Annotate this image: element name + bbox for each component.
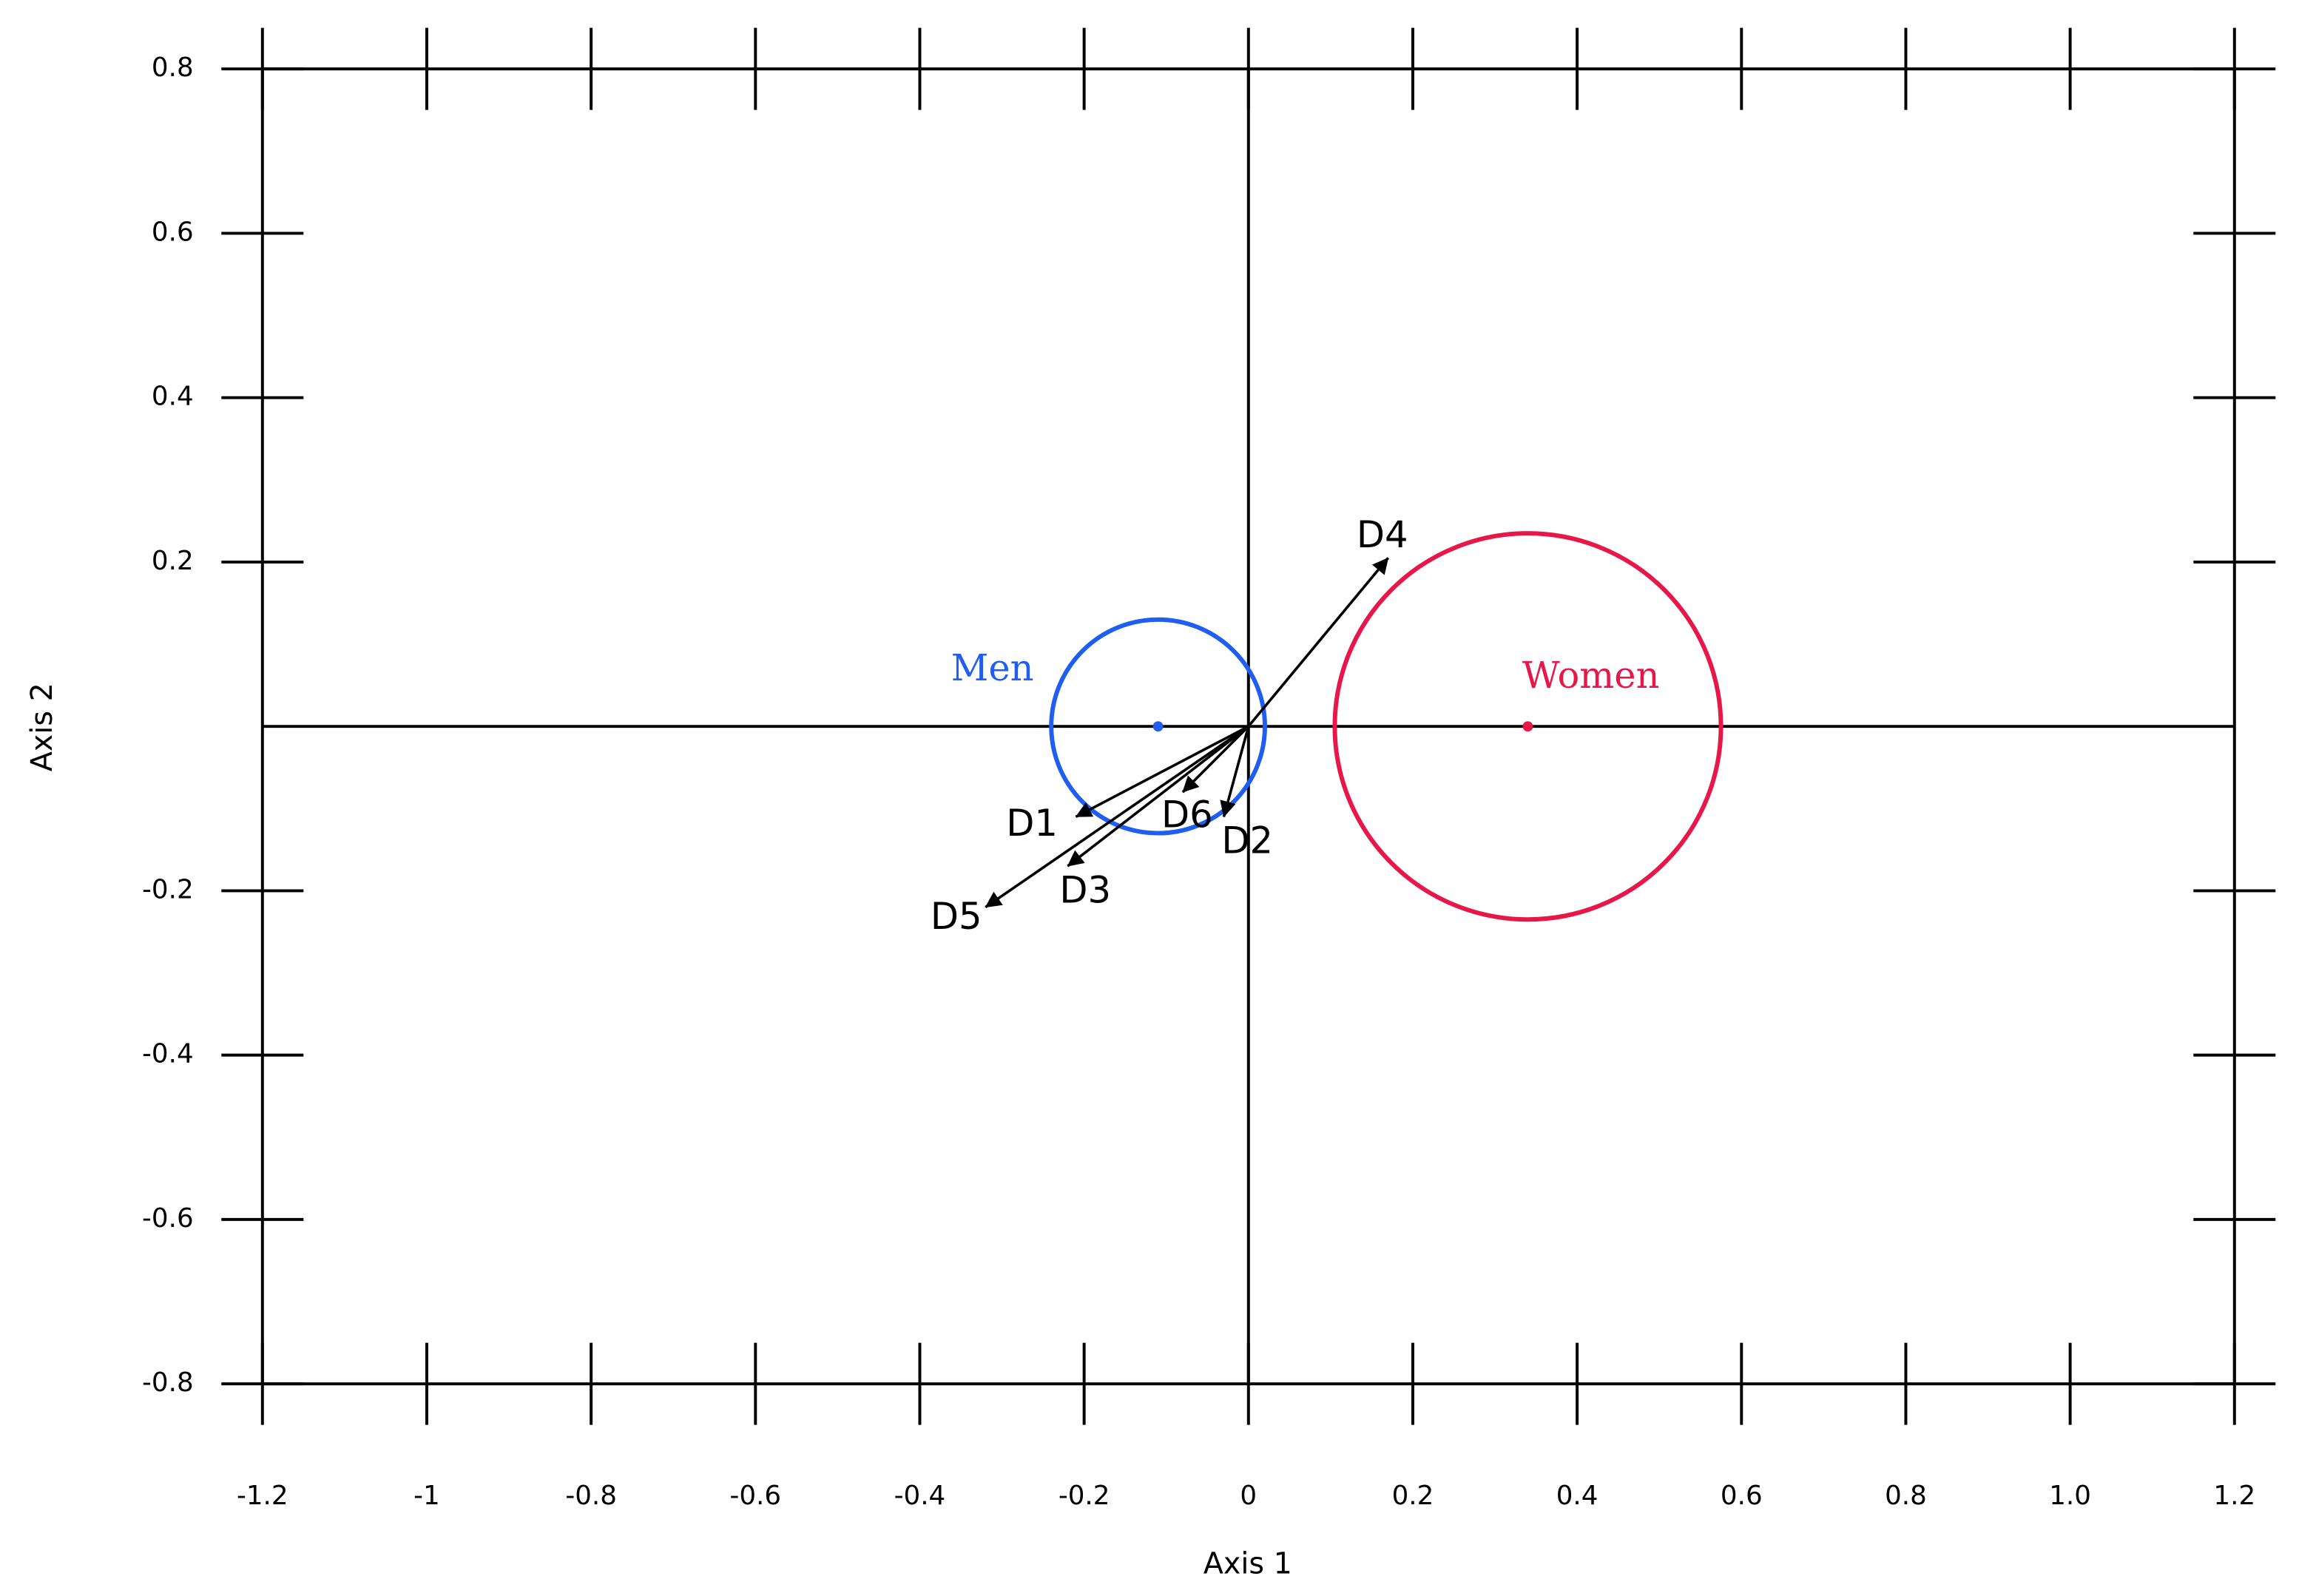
arrow <box>1220 726 1250 818</box>
arrow <box>1247 557 1390 728</box>
y-axis-title: Axis 2 <box>25 683 59 771</box>
x-tick-label: -1.2 <box>237 1481 288 1511</box>
x-tick-label: -0.4 <box>894 1481 946 1511</box>
x-tick-label: 0.8 <box>1885 1481 1927 1511</box>
group-circle <box>1332 531 1724 922</box>
y-tick-label: 0.2 <box>152 546 194 576</box>
arrow-label: D3 <box>1059 868 1111 911</box>
arrow <box>1067 725 1249 868</box>
y-tick-label: 0.6 <box>152 217 194 247</box>
y-tick-label: -0.4 <box>142 1039 194 1069</box>
y-tick-label: -0.6 <box>142 1203 194 1234</box>
arrow <box>1075 725 1249 818</box>
x-tick-label: 1.2 <box>2213 1481 2255 1511</box>
x-axis-title: Axis 1 <box>1203 1546 1292 1580</box>
x-tick-label: -0.8 <box>565 1481 617 1511</box>
y-tick-label: 0.8 <box>152 53 194 83</box>
x-tick-label: -0.2 <box>1059 1481 1110 1511</box>
group-circle <box>1049 617 1267 836</box>
x-tick-label: -0.6 <box>730 1481 782 1511</box>
arrow <box>985 725 1249 909</box>
x-tick-label: 1.0 <box>2049 1481 2091 1511</box>
x-tick-label: 0.2 <box>1392 1481 1434 1511</box>
group-label: Women <box>1522 654 1660 697</box>
arrow <box>1181 725 1250 794</box>
y-tick-label: -0.8 <box>142 1367 194 1398</box>
arrow-label: D1 <box>1006 802 1058 845</box>
x-tick-label: 0 <box>1240 1481 1257 1511</box>
arrow-label: D4 <box>1357 513 1408 556</box>
y-tick-label: -0.2 <box>142 874 194 904</box>
x-tick-label: 0.6 <box>1721 1481 1763 1511</box>
group-label: Men <box>951 646 1034 689</box>
x-tick-label: -1 <box>413 1481 440 1511</box>
group-center <box>1152 721 1164 732</box>
arrow-label: D6 <box>1161 793 1213 836</box>
group-center <box>1522 721 1533 732</box>
y-tick-label: 0.4 <box>152 382 194 412</box>
arrow-label: D5 <box>931 895 982 938</box>
x-tick-label: 0.4 <box>1556 1481 1599 1511</box>
arrow-label: D2 <box>1221 819 1273 862</box>
